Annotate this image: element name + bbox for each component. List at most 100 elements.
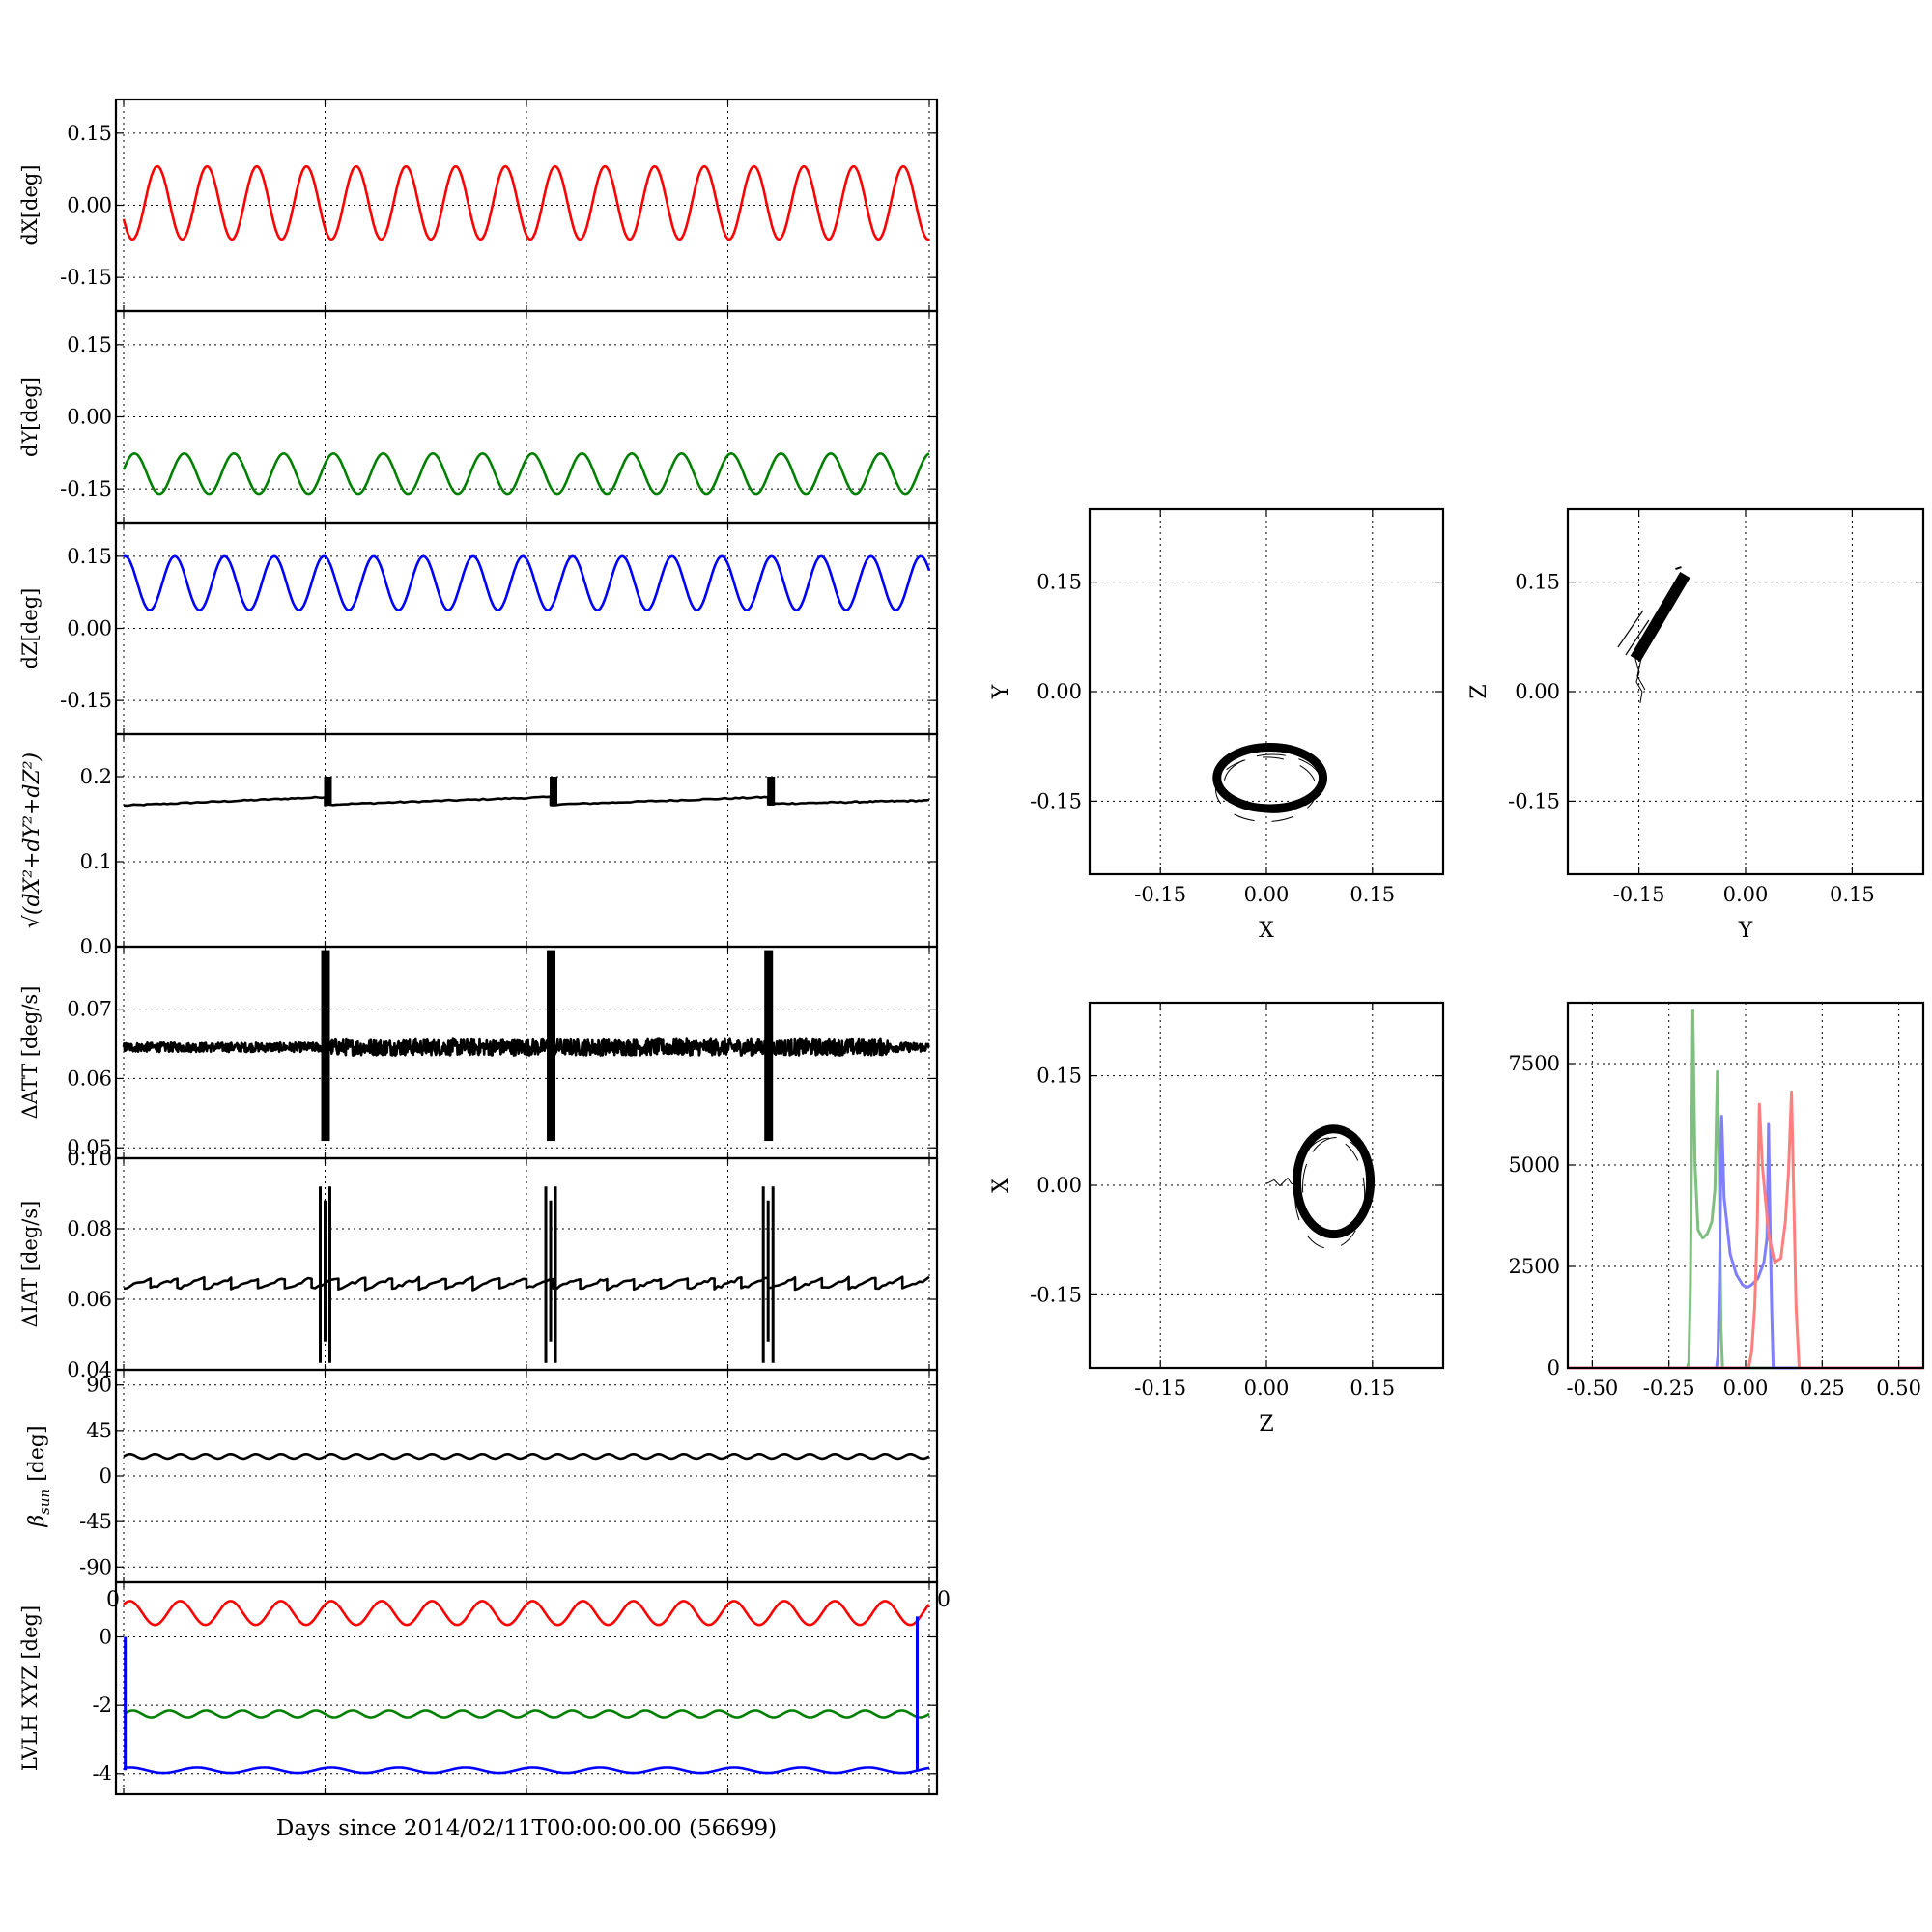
axes-frame xyxy=(1088,1001,1445,1370)
x-tick-label: 0.15 xyxy=(1830,883,1875,906)
x-axis-label: Z xyxy=(1259,1412,1273,1436)
y-label-subscript: sun xyxy=(36,1489,53,1515)
x-tick-label: -0.25 xyxy=(1643,1377,1695,1400)
histogram: -0.50 -0.25 0.00 0.25 0.50 7500 5000 2500 0 xyxy=(1509,1001,1925,1400)
axes-frame xyxy=(114,1580,939,1796)
data-series-line xyxy=(123,1766,930,1775)
y-tick-label: 0.1 xyxy=(80,850,112,873)
x-tick-label: 0.00 xyxy=(1723,1377,1769,1400)
y-label-symbol: β xyxy=(25,1515,49,1528)
y-tick-label: 5000 xyxy=(1509,1153,1560,1177)
y-tick-label: 0.06 xyxy=(67,1288,112,1311)
data-series-line xyxy=(122,1037,930,1057)
y-tick-label: 0.10 xyxy=(67,1147,112,1170)
data-trace xyxy=(1625,619,1650,656)
x-axis-label: Y xyxy=(1738,919,1753,943)
panel-magnitude: 0.2 0.1 0.0 √(dX²+dY²+dZ²) xyxy=(20,732,939,958)
y-tick-label: 0.08 xyxy=(67,1217,112,1240)
data-trace xyxy=(1634,658,1643,704)
scatter-xy: -0.15 -0.15 0.00 0.00 0.15 0.15 X Y xyxy=(989,507,1445,943)
stray-tick-left: 0 xyxy=(106,1588,120,1612)
data-trace xyxy=(1265,1177,1300,1187)
y-axis-label: βsun [deg] xyxy=(25,1425,53,1527)
y-tick-label: 0.2 xyxy=(80,765,112,788)
y-axis-label: LVLH XYZ [deg] xyxy=(18,1605,42,1771)
panel-beta-sun: 90 45 0 -45 -90 βsun [deg] xyxy=(25,1368,939,1584)
histogram-series-line xyxy=(1568,1090,1923,1370)
panel-dz: 0.15 0.00 -0.15 dZ[deg] xyxy=(18,521,939,736)
x-tick-label: -0.15 xyxy=(1134,883,1186,906)
data-orbit-trace xyxy=(1223,753,1322,813)
y-tick-label: 0 xyxy=(99,1626,112,1649)
y-tick-label: -0.15 xyxy=(1508,789,1560,812)
y-tick-label: 2500 xyxy=(1509,1255,1560,1278)
x-tick-label: 0.15 xyxy=(1350,1377,1395,1400)
x-tick-label: 0.50 xyxy=(1876,1377,1921,1400)
y-axis-label: √(dX²+dY²+dZ²) xyxy=(20,753,44,928)
y-tick-label: 0.00 xyxy=(1037,1174,1082,1197)
y-axis-label: dY[deg] xyxy=(18,377,42,457)
y-tick-label: 0 xyxy=(99,1464,112,1488)
axes-frame xyxy=(1566,1001,1925,1370)
y-tick-label: 0.06 xyxy=(67,1066,112,1090)
y-tick-label: 0.00 xyxy=(67,194,112,217)
y-tick-label: -45 xyxy=(79,1510,112,1533)
axes-frame xyxy=(1088,507,1445,876)
y-tick-label: -4 xyxy=(93,1762,112,1785)
y-axis-label: Z xyxy=(1467,684,1492,698)
y-tick-label: 0.00 xyxy=(67,617,112,640)
panel-dx: 0.15 0.00 -0.15 dX[deg] xyxy=(18,98,939,313)
data-series-line xyxy=(122,452,930,496)
x-tick-label: 0.00 xyxy=(1244,1377,1290,1400)
data-series-line xyxy=(123,795,930,808)
y-tick-label: 0.00 xyxy=(1515,680,1560,703)
x-axis-label: X xyxy=(1259,919,1274,943)
y-tick-label: -0.15 xyxy=(60,477,112,500)
y-axis-label: X xyxy=(989,1178,1013,1193)
y-axis-label: ΔATT [deg/s] xyxy=(18,986,42,1120)
data-trace xyxy=(1617,610,1644,648)
stray-tick-right: 0 xyxy=(937,1588,951,1612)
y-axis-label: Y xyxy=(989,684,1013,699)
y-tick-label: 0 xyxy=(1548,1356,1560,1379)
y-tick-label: -90 xyxy=(79,1555,112,1578)
y-tick-label: 0.07 xyxy=(67,998,112,1021)
x-tick-label: 0.00 xyxy=(1244,883,1290,906)
data-trace xyxy=(1636,658,1646,691)
panel-delta-att: 0.07 0.06 0.05 ΔATT [deg/s] xyxy=(18,945,939,1159)
y-tick-label: 0.0 xyxy=(80,935,112,958)
x-tick-label: -0.50 xyxy=(1566,1377,1618,1400)
y-tick-label: -0.15 xyxy=(1030,1283,1082,1306)
panel-lvlh: 0 -2 -4 LVLH XYZ [deg] xyxy=(18,1580,939,1796)
y-tick-label: -0.15 xyxy=(60,689,112,712)
y-tick-label: 0.05 xyxy=(67,1136,112,1159)
y-tick-label: 0.00 xyxy=(67,406,112,429)
y-tick-label: 7500 xyxy=(1509,1052,1560,1075)
x-axis-label: Days since 2014/02/11T00:00:00.00 (56699… xyxy=(276,1816,777,1841)
y-axis-label: dX[deg] xyxy=(18,164,42,245)
data-orbit-trace xyxy=(1302,1137,1372,1238)
data-orbit-trace xyxy=(1215,756,1318,823)
y-tick-label: 0.15 xyxy=(1037,571,1082,594)
data-band xyxy=(1630,571,1690,663)
y-tick-label: -0.15 xyxy=(1030,789,1082,812)
data-orbit xyxy=(1292,1124,1376,1239)
data-series-line xyxy=(123,1600,930,1627)
y-tick-label: 45 xyxy=(86,1419,112,1442)
scatter-zx: -0.15 -0.15 0.00 0.00 0.15 0.15 Z X xyxy=(989,1001,1445,1436)
data-trace xyxy=(1675,566,1682,570)
y-tick-label: 0.15 xyxy=(1515,571,1560,594)
y-label-unit: [deg] xyxy=(25,1425,49,1488)
y-tick-label: 0.15 xyxy=(67,333,112,356)
histogram-series-line xyxy=(1568,1115,1923,1370)
y-tick-label: 0.04 xyxy=(67,1358,112,1381)
axes-frame xyxy=(1566,507,1925,876)
data-orbit xyxy=(1212,742,1328,813)
y-axis-label: dZ[deg] xyxy=(18,588,42,669)
data-series-line xyxy=(123,1709,930,1719)
scatter-yz: -0.15 -0.15 0.00 0.00 0.15 0.15 Y Z xyxy=(1467,507,1925,943)
x-tick-label: -0.15 xyxy=(1613,883,1665,906)
data-series-line xyxy=(122,164,930,242)
